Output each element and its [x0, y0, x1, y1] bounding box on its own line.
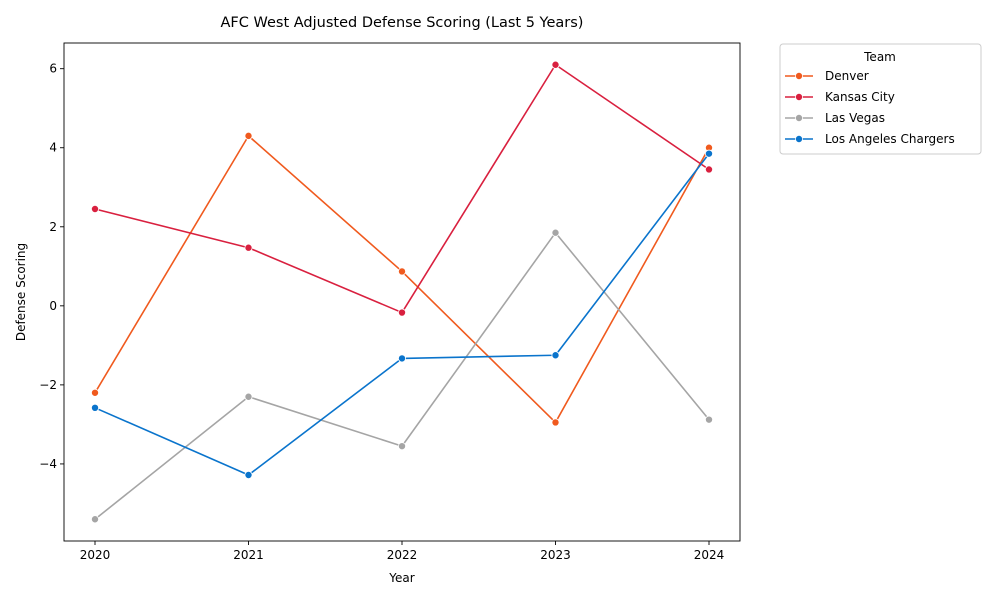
data-point-denver	[551, 418, 560, 427]
legend-label: Los Angeles Chargers	[825, 132, 955, 146]
data-point-kansas-city	[551, 60, 560, 69]
data-point-las-vegas	[244, 392, 253, 401]
data-point-denver	[397, 267, 406, 276]
data-point-kansas-city	[705, 165, 714, 174]
series-las-vegas	[91, 228, 714, 524]
x-tick-label: 2021	[233, 548, 264, 562]
x-tick-label: 2024	[694, 548, 725, 562]
legend-item-los-angeles-chargers: Los Angeles Chargers	[785, 132, 955, 146]
data-point-las-vegas	[397, 442, 406, 451]
y-tick-label: 2	[49, 220, 57, 234]
y-tick-label: −4	[39, 457, 57, 471]
data-point-las-vegas	[91, 515, 100, 524]
data-point-las-vegas	[705, 415, 714, 424]
data-point-las-vegas	[551, 228, 560, 237]
series-los-angeles-chargers	[91, 149, 714, 479]
data-point-kansas-city	[397, 308, 406, 317]
legend-items: Denver Kansas City Las Vegas Los Angeles Ch…	[785, 69, 955, 146]
legend-title: Team	[863, 50, 896, 64]
y-axis: −4 −2 0 2 4 6	[39, 62, 64, 471]
legend-label: Las Vegas	[825, 111, 885, 125]
legend-label: Denver	[825, 69, 869, 83]
data-point-denver	[244, 131, 253, 140]
legend-frame	[779, 43, 982, 155]
legend-item-las-vegas: Las Vegas	[785, 111, 885, 125]
data-point-los-angeles-chargers	[397, 354, 406, 363]
series-denver	[91, 131, 714, 427]
data-point-kansas-city	[91, 204, 100, 213]
data-point-los-angeles-chargers	[91, 403, 100, 412]
legend-marker	[795, 72, 804, 81]
data-point-los-angeles-chargers	[705, 149, 714, 158]
y-tick-label: 6	[49, 62, 57, 76]
data-point-los-angeles-chargers	[244, 470, 253, 479]
y-tick-label: 0	[49, 299, 57, 313]
legend: Team Denver Kansas City Las Vegas Los Angel…	[779, 43, 982, 155]
series-kansas-city	[91, 60, 714, 317]
x-tick-label: 2020	[80, 548, 111, 562]
chart-title: AFC West Adjusted Defense Scoring (Last …	[221, 15, 584, 31]
legend-item-denver: Denver	[785, 69, 869, 83]
legend-marker	[795, 114, 804, 123]
x-tick-label: 2023	[540, 548, 571, 562]
y-tick-label: 4	[49, 141, 57, 155]
legend-marker	[795, 93, 804, 102]
x-tick-label: 2022	[387, 548, 418, 562]
legend-marker	[795, 134, 804, 143]
data-point-denver	[91, 388, 100, 397]
legend-label: Kansas City	[825, 90, 895, 104]
y-tick-label: −2	[39, 378, 57, 392]
series-layer	[91, 60, 714, 524]
data-point-los-angeles-chargers	[551, 351, 560, 360]
x-axis: 2020 2021 2022 2023 2024	[80, 541, 725, 562]
legend-item-kansas-city: Kansas City	[785, 90, 895, 104]
x-axis-label: Year	[388, 571, 414, 585]
data-point-kansas-city	[244, 243, 253, 252]
y-axis-label: Defense Scoring	[14, 243, 28, 341]
